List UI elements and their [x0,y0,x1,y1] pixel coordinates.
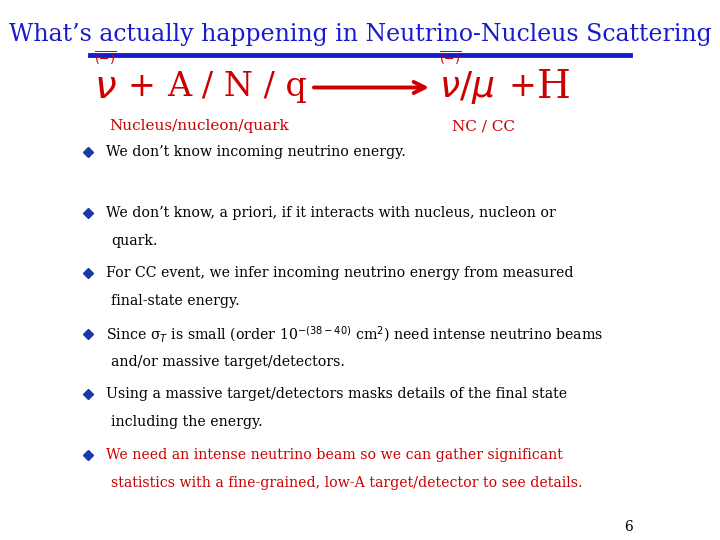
Text: +: + [508,71,536,104]
Text: H: H [537,69,571,106]
Text: For CC event, we infer incoming neutrino energy from measured: For CC event, we infer incoming neutrino… [106,266,573,280]
Text: We need an intense neutrino beam so we can gather significant: We need an intense neutrino beam so we c… [106,448,562,462]
Text: and/or massive target/detectors.: and/or massive target/detectors. [112,355,346,369]
Text: +: + [127,71,155,104]
Text: including the energy.: including the energy. [112,415,264,429]
Text: A / N / q: A / N / q [167,71,307,104]
Text: We don’t know, a priori, if it interacts with nucleus, nucleon or: We don’t know, a priori, if it interacts… [106,206,556,220]
Text: What’s actually happening in Neutrino-Nucleus Scattering: What’s actually happening in Neutrino-Nu… [9,23,711,46]
Text: 6: 6 [624,519,634,534]
Text: statistics with a fine-grained, low-A target/detector to see details.: statistics with a fine-grained, low-A ta… [112,476,583,490]
Text: Nucleus/nucleon/quark: Nucleus/nucleon/quark [109,119,289,133]
Text: $\nu/\mu$: $\nu/\mu$ [439,69,495,106]
Text: Since σ$_T$ is small (order 10$^{-(38-40)}$ cm$^2$) need intense neutrino beams: Since σ$_T$ is small (order 10$^{-(38-40… [106,324,603,343]
Text: $\overline{(-)}$: $\overline{(-)}$ [94,50,117,67]
Text: $\nu$: $\nu$ [94,69,117,106]
Text: final-state energy.: final-state energy. [112,294,240,308]
Text: NC / CC: NC / CC [452,119,516,133]
Text: We don’t know incoming neutrino energy.: We don’t know incoming neutrino energy. [106,145,405,159]
Text: $\overline{(-)}$: $\overline{(-)}$ [439,50,462,67]
Text: Using a massive target/detectors masks details of the final state: Using a massive target/detectors masks d… [106,387,567,401]
Text: quark.: quark. [112,234,158,248]
